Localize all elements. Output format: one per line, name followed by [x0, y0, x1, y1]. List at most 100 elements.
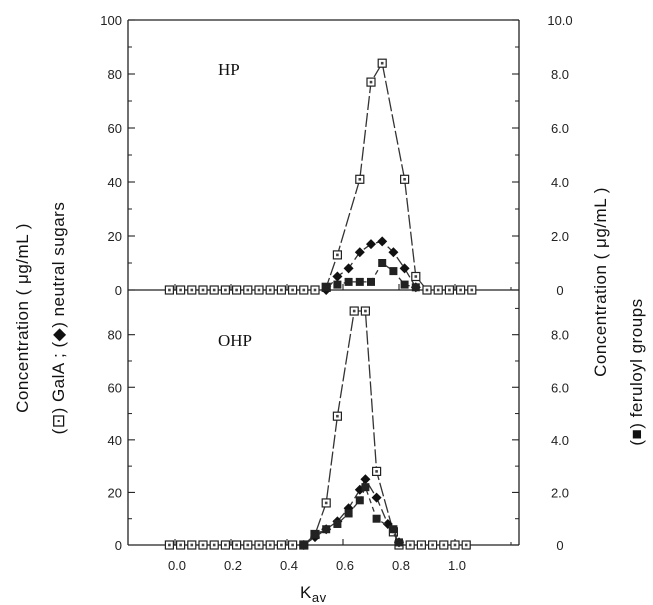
y-right-tick-label: 8.0: [551, 328, 569, 343]
gala-point-center: [291, 288, 294, 292]
y-left-tick-label: 20: [108, 485, 122, 500]
gala-point-center: [268, 543, 272, 547]
gala-point-center: [190, 543, 194, 547]
gala-point-center: [224, 288, 227, 292]
neutral-sugars-point: [343, 263, 354, 274]
x-tick-label: 0.0: [168, 558, 186, 573]
gala-point-center: [235, 288, 238, 292]
y-left-tick-label: 0: [115, 283, 122, 298]
neutral-sugars-point: [388, 247, 399, 258]
panel-label-hp: HP: [218, 60, 240, 79]
feruloyl-groups-point: [400, 280, 409, 289]
feruloyl-groups-point: [299, 541, 308, 549]
gala-point-center: [224, 543, 227, 547]
gala-point-center: [414, 275, 418, 278]
feruloyl-groups-point: [367, 277, 375, 286]
x-tick-label: 0.6: [336, 558, 354, 573]
y-axis-subtitle-left: (⊡) GalA ; (◆) neutral sugars: [49, 202, 68, 435]
gala-point-center: [257, 288, 261, 292]
gala-point-center: [302, 288, 306, 292]
y-right-tick-label: 4.0: [551, 433, 569, 448]
panel-label-ohp: OHP: [218, 331, 252, 350]
feruloyl-groups-point: [389, 267, 398, 276]
gala-point-center: [268, 288, 272, 292]
feruloyl-groups-point: [378, 259, 387, 267]
gala-point-center: [336, 253, 339, 257]
gala-point-center: [168, 543, 171, 547]
y-left-tick-label: 80: [108, 328, 122, 343]
gala-point-center: [179, 543, 182, 547]
x-tick-label: 0.4: [280, 558, 298, 573]
y-right-tick-label: 10.0: [547, 13, 572, 28]
gala-point-center: [408, 543, 412, 547]
gala-point-center: [364, 309, 367, 313]
feruloyl-groups-point: [333, 519, 342, 528]
feruloyl-groups-point: [344, 509, 353, 518]
gala-point-center: [257, 543, 261, 547]
gala-point-center: [246, 288, 250, 292]
gala-point-center: [246, 543, 250, 547]
gala-point-center: [420, 543, 423, 547]
y-right-tick-label: 8.0: [551, 67, 569, 82]
y-right-tick-label: 6.0: [551, 380, 569, 395]
gala-point-center: [358, 178, 362, 181]
neutral-sugars-point: [332, 271, 343, 282]
gala-point-center: [201, 543, 205, 547]
gala-point-center: [403, 178, 406, 181]
feruloyl-groups-point: [361, 483, 370, 492]
feruloyl-groups-point: [355, 277, 364, 286]
gala-point-center: [235, 543, 238, 547]
feruloyl-groups-line: [303, 485, 400, 546]
x-axis-title: Kav: [300, 583, 327, 605]
gala-point-center: [464, 543, 468, 547]
neutral-sugars-point: [360, 474, 371, 485]
feruloyl-groups-point: [355, 496, 364, 505]
gala-point-center: [425, 288, 429, 292]
y-left-tick-label: 0: [115, 538, 122, 553]
gala-point-center: [436, 288, 440, 292]
gala-point-center: [431, 543, 434, 547]
gala-point-center: [470, 288, 474, 292]
gala-point-center: [313, 288, 317, 292]
gala-point-center: [448, 288, 451, 292]
feruloyl-groups-point: [395, 538, 403, 547]
neutral-sugars-point: [371, 492, 382, 503]
feruloyl-groups-point: [372, 514, 381, 523]
gala-point-center: [352, 309, 356, 313]
y-left-tick-label: 80: [108, 67, 122, 82]
gala-point-center: [212, 288, 216, 292]
gala-point-center: [212, 543, 216, 547]
y-right-tick-label: 6.0: [551, 121, 569, 136]
gala-point-center: [336, 414, 339, 418]
neutral-sugars-point: [366, 239, 376, 250]
feruloyl-groups-point: [389, 525, 398, 534]
gala-point-center: [201, 288, 205, 292]
feruloyl-groups-point: [344, 277, 353, 286]
y-left-tick-label: 40: [108, 433, 122, 448]
neutral-sugars-point: [399, 263, 410, 274]
neutral-sugars-line: [303, 477, 400, 546]
gala-point-center: [369, 80, 373, 84]
gala-point-center: [453, 543, 457, 547]
gala-line: [169, 61, 472, 291]
x-tick-label: 0.2: [224, 558, 242, 573]
gala-point-center: [459, 288, 462, 292]
y-left-tick-label: 20: [108, 229, 122, 244]
y-axis-subtitle-right: (■) feruloyl groups: [627, 298, 646, 445]
marks-layer: [164, 58, 477, 550]
axes-layer: HP 0 20 40 60 80 100 0 2.0 4.0 6.0 8.0 10.0 OHP 0 20 40 6…: [100, 13, 572, 573]
gala-line: [169, 310, 467, 546]
gala-point-center: [179, 288, 182, 292]
gala-point-center: [168, 288, 171, 292]
gala-point-center: [380, 61, 384, 65]
y-axis-title-right: Concentration ( μg/mL ): [591, 187, 610, 377]
feruloyl-groups-point: [322, 283, 331, 292]
gala-point-center: [280, 543, 283, 547]
feruloyl-groups-point: [411, 283, 420, 292]
y-right-tick-label: 0: [556, 538, 563, 553]
feruloyl-groups-point: [311, 530, 319, 539]
gala-point-center: [324, 501, 328, 505]
gala-point-center: [291, 543, 294, 547]
y-left-tick-label: 60: [108, 121, 122, 136]
